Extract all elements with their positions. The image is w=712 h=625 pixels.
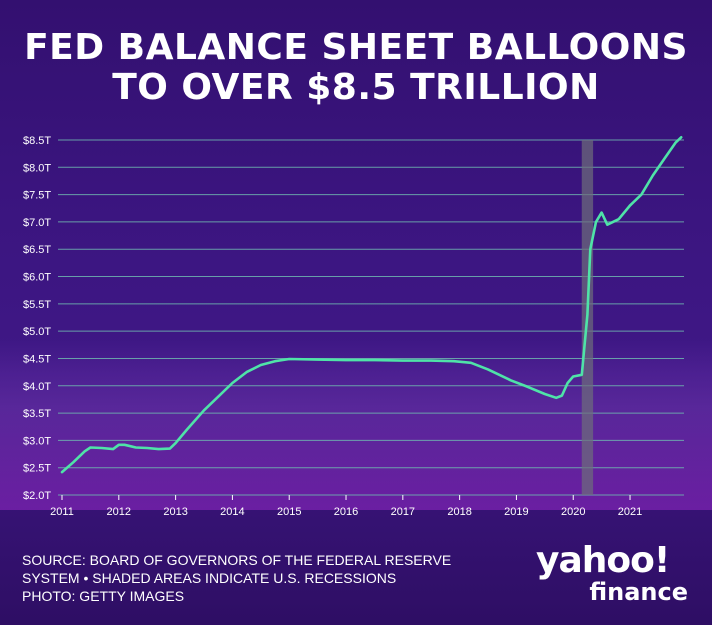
- source-line-2: SYSTEM • SHADED AREAS INDICATE U.S. RECE…: [22, 570, 397, 586]
- y-tick-label: $8.5T: [23, 135, 51, 147]
- title-line-1: FED BALANCE SHEET BALLOONS: [24, 27, 688, 68]
- y-tick-label: $3.0T: [23, 435, 51, 447]
- y-axis: $2.0T $2.5T $3.0T $3.5T $4.0T $4.5T $5.0T $5.5T…: [23, 135, 51, 502]
- logo-finance: finance: [589, 578, 688, 606]
- source-line-1: SOURCE: BOARD OF GOVERNORS OF THE FEDERA…: [22, 552, 452, 568]
- y-tick-label: $2.5T: [23, 463, 51, 475]
- x-tick-label: 2019: [504, 506, 528, 518]
- footer: SOURCE: BOARD OF GOVERNORS OF THE FEDERA…: [22, 551, 451, 605]
- x-axis: 2011 2012 2013 2014 2015 2016 2017 2018 2019 2020…: [50, 495, 642, 518]
- chart-title: FED BALANCE SHEET BALLOONS TO OVER $8.5 …: [0, 28, 712, 108]
- y-tick-label: $5.0T: [23, 326, 51, 338]
- y-tick-label: $3.5T: [23, 408, 51, 420]
- x-tick-label: 2013: [163, 506, 187, 518]
- yahoo-finance-logo: yahoo! finance: [536, 540, 696, 606]
- y-tick-label: $2.0T: [23, 490, 51, 502]
- y-tick-label: $4.0T: [23, 381, 51, 393]
- x-tick-label: 2015: [277, 506, 301, 518]
- photo-credit: PHOTO: GETTY IMAGES: [22, 588, 185, 604]
- grid: [58, 139, 684, 496]
- y-tick-label: $7.5T: [23, 190, 51, 202]
- logo-yahoo: yahoo!: [536, 540, 670, 581]
- x-tick-label: 2014: [220, 506, 244, 518]
- x-tick-label: 2020: [561, 506, 585, 518]
- x-tick-label: 2021: [618, 506, 642, 518]
- series: [60, 136, 683, 474]
- y-tick-label: $6.5T: [23, 244, 51, 256]
- x-tick-label: 2017: [391, 506, 415, 518]
- x-tick-label: 2016: [334, 506, 358, 518]
- y-tick-label: $7.0T: [23, 217, 51, 229]
- y-tick-label: $4.5T: [23, 353, 51, 365]
- x-tick-label: 2011: [50, 506, 74, 518]
- y-tick-label: $6.0T: [23, 272, 51, 284]
- x-tick-label: 2012: [107, 506, 131, 518]
- y-tick-label: $8.0T: [23, 162, 51, 174]
- y-tick-label: $5.5T: [23, 299, 51, 311]
- x-tick-label: 2018: [447, 506, 471, 518]
- background-photo: [0, 340, 712, 510]
- balance-sheet-line: [60, 136, 683, 474]
- title-line-2: TO OVER $8.5 TRILLION: [112, 67, 600, 108]
